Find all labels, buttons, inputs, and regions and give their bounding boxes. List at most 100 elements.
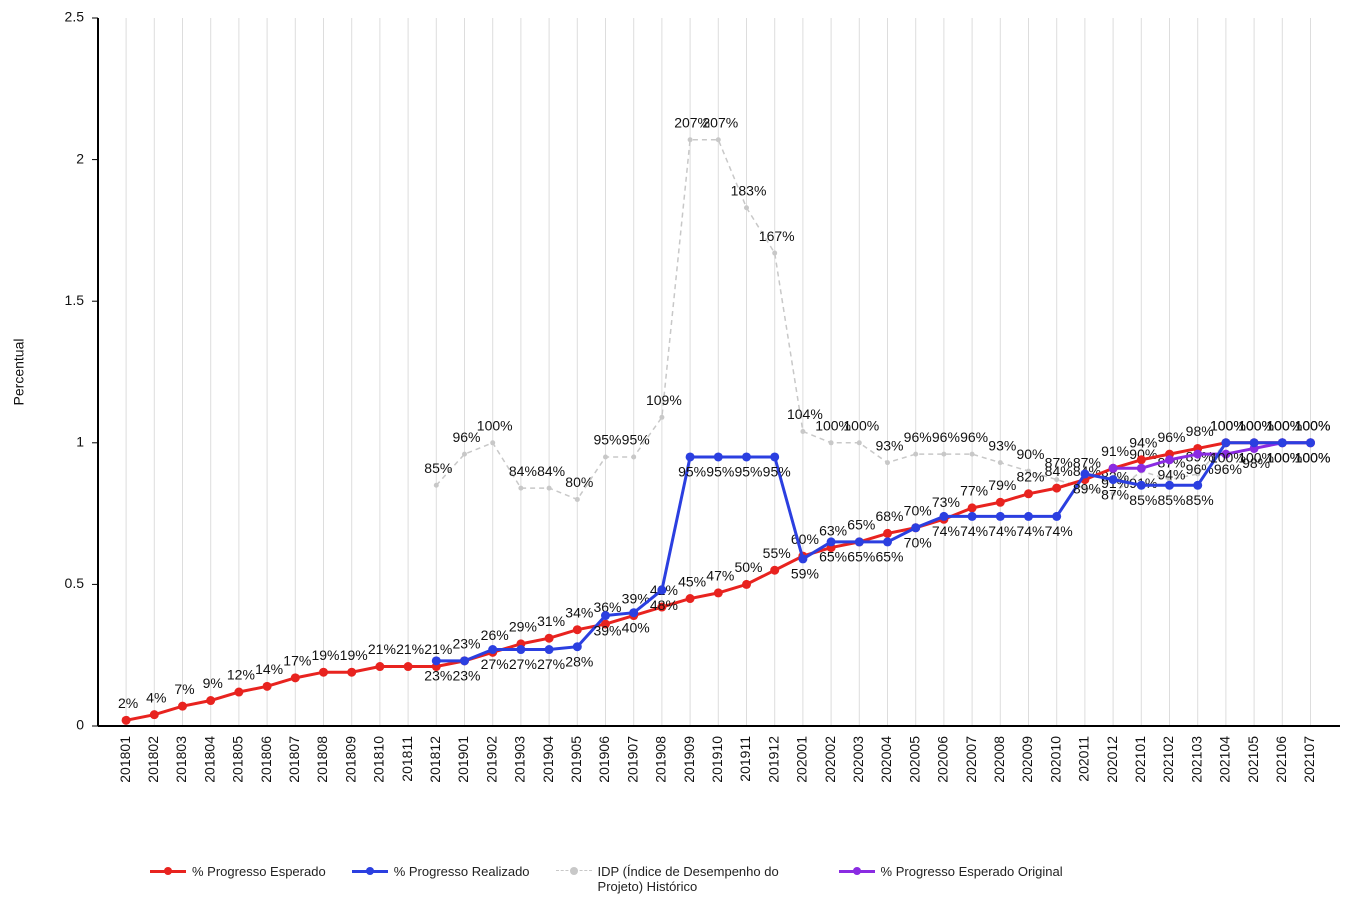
data-label: 19% xyxy=(311,647,339,663)
y-tick-label: 2.5 xyxy=(65,9,85,25)
point xyxy=(967,511,977,521)
point xyxy=(1110,491,1116,497)
data-label: 100% xyxy=(1238,418,1274,434)
chart: Percentual 0 0.5 1 1.5 2 2.5 201801 201802 20180… xyxy=(11,9,1340,783)
x-tick-label: 202105 xyxy=(1245,736,1261,783)
data-label: 95% xyxy=(593,432,621,448)
data-label: 85% xyxy=(424,460,452,476)
data-label: 95% xyxy=(734,464,762,480)
data-label: 96% xyxy=(960,429,988,445)
data-label: 19% xyxy=(340,647,368,663)
data-label: 96% xyxy=(1214,461,1242,477)
point xyxy=(913,451,919,457)
point xyxy=(1277,438,1287,448)
y-tick-label: 1 xyxy=(76,434,84,450)
point xyxy=(657,585,667,595)
data-label: 47% xyxy=(706,568,734,584)
data-label: 98% xyxy=(1242,455,1270,471)
point xyxy=(687,137,693,143)
point xyxy=(883,537,892,547)
x-tick-label: 202106 xyxy=(1273,736,1289,783)
point xyxy=(659,414,665,420)
data-label: 87% xyxy=(1073,454,1101,470)
legend-label: % Progresso Esperado xyxy=(192,864,326,879)
point xyxy=(713,452,723,462)
data-label: 31% xyxy=(537,613,565,629)
data-label: 167% xyxy=(759,228,795,244)
data-label: 85% xyxy=(1129,492,1157,508)
data-label: 70% xyxy=(904,502,932,518)
point xyxy=(856,440,862,446)
point xyxy=(462,451,467,457)
data-label: 17% xyxy=(283,653,311,669)
point xyxy=(629,608,639,618)
x-tick-label: 202007 xyxy=(963,736,979,783)
y-tick-label: 0.5 xyxy=(65,575,85,591)
point xyxy=(715,137,721,143)
point xyxy=(1136,463,1146,473)
data-label: 85% xyxy=(1157,492,1185,508)
point xyxy=(1024,511,1033,521)
data-label: 96% xyxy=(1157,429,1185,445)
point xyxy=(657,602,667,612)
point xyxy=(1054,477,1060,483)
x-tick-label: 201807 xyxy=(286,736,302,783)
point xyxy=(770,565,780,575)
x-tick-label: 202103 xyxy=(1188,736,1204,783)
data-label: 85% xyxy=(1186,492,1214,508)
x-tick-label: 201812 xyxy=(427,736,443,783)
data-label: 100% xyxy=(1295,450,1331,466)
data-label: 45% xyxy=(678,573,706,589)
legend-swatch xyxy=(351,864,388,878)
point xyxy=(601,619,610,629)
point xyxy=(1108,475,1118,485)
x-tick-label: 201805 xyxy=(230,736,246,783)
data-label: 65% xyxy=(819,549,847,565)
legend-label: % Progresso Esperado Original xyxy=(880,864,1063,879)
data-label: 93% xyxy=(875,437,903,453)
x-tick-label: 201810 xyxy=(371,736,387,783)
data-label: 36% xyxy=(593,599,621,615)
point xyxy=(178,701,187,711)
data-label: 91% xyxy=(1101,443,1129,459)
legend-swatch xyxy=(838,864,875,878)
point xyxy=(826,537,836,547)
point xyxy=(631,454,637,460)
data-label: 100% xyxy=(1238,450,1274,466)
data-label: 34% xyxy=(565,604,593,620)
x-tick-label: 202101 xyxy=(1132,736,1148,783)
point xyxy=(1221,438,1231,448)
point xyxy=(518,485,524,491)
y-tick-label: 0 xyxy=(76,717,84,733)
point xyxy=(516,645,526,655)
legend-label: % Progresso Realizado xyxy=(393,864,530,879)
point xyxy=(1221,449,1231,459)
data-label: 77% xyxy=(960,483,988,499)
data-label: 2% xyxy=(118,695,138,711)
data-label: 7% xyxy=(174,681,194,697)
data-label: 39% xyxy=(593,622,621,638)
y-tick-label: 1.5 xyxy=(65,292,85,308)
point xyxy=(713,588,723,598)
data-label: 207% xyxy=(674,114,710,130)
data-label: 55% xyxy=(763,545,791,561)
point xyxy=(574,496,580,502)
point xyxy=(1080,469,1090,479)
x-tick-label: 201801 xyxy=(117,736,133,783)
point xyxy=(460,656,469,666)
point xyxy=(798,554,808,564)
point xyxy=(262,681,272,691)
point xyxy=(685,594,695,604)
data-label: 14% xyxy=(255,661,283,677)
point xyxy=(544,645,554,655)
data-label: 74% xyxy=(960,523,988,539)
point xyxy=(121,715,131,725)
point xyxy=(742,579,751,589)
data-label: 95% xyxy=(678,464,706,480)
data-label: 9% xyxy=(203,675,223,691)
data-label: 27% xyxy=(509,656,537,672)
legend-item: % Progresso Esperado xyxy=(150,864,326,894)
point xyxy=(490,440,496,446)
data-label: 27% xyxy=(537,656,565,672)
point xyxy=(572,625,582,635)
